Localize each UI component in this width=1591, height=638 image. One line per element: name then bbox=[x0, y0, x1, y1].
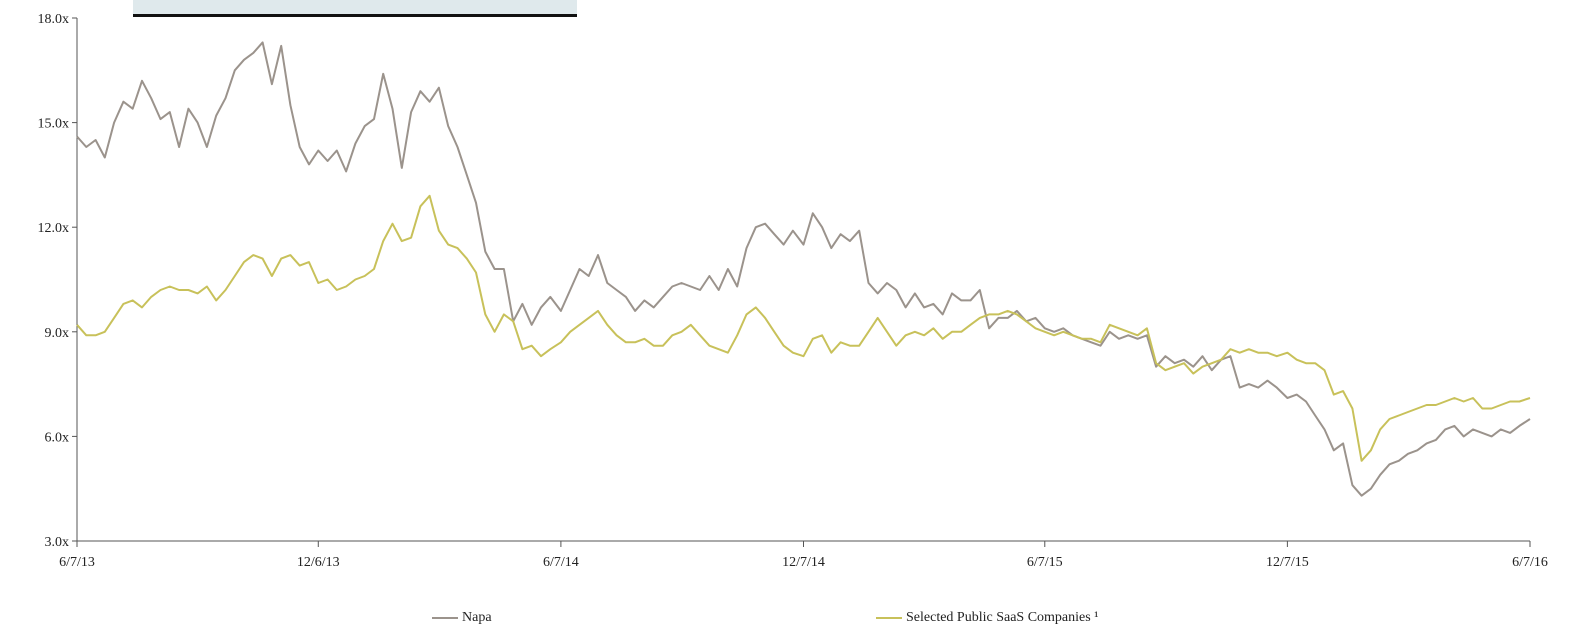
chart-series bbox=[76, 41, 1531, 497]
x-tick-label: 6/7/15 bbox=[1027, 555, 1063, 570]
legend-swatch-saas bbox=[876, 617, 902, 619]
legend-label-saas: Selected Public SaaS Companies ¹ bbox=[906, 610, 1099, 625]
series-line-saas bbox=[76, 194, 1531, 462]
y-tick-label: 9.0x bbox=[45, 326, 70, 341]
x-tick-label: 12/7/14 bbox=[782, 555, 825, 570]
x-tick-label: 12/6/13 bbox=[297, 555, 340, 570]
x-tick-label: 6/7/13 bbox=[59, 555, 95, 570]
y-tick-label: 12.0x bbox=[38, 221, 70, 236]
y-tick-label: 15.0x bbox=[38, 117, 70, 132]
legend-swatch-napa bbox=[432, 617, 458, 619]
legend-label-napa: Napa bbox=[462, 610, 492, 625]
x-tick-label: 12/7/15 bbox=[1266, 555, 1309, 570]
legend-item-saas: Selected Public SaaS Companies ¹ bbox=[876, 608, 1098, 628]
x-tick-label: 6/7/14 bbox=[543, 555, 579, 570]
title-banner bbox=[133, 0, 577, 17]
y-tick-label: 6.0x bbox=[45, 430, 70, 445]
y-tick-label: 18.0x bbox=[38, 12, 70, 27]
series-line-napa bbox=[76, 41, 1531, 497]
line-chart: 3.0x 6.0x 9.0x 12.0x 15.0x 18.0x 6/7/13 12/6/13… bbox=[38, 12, 1548, 570]
x-tick-label: 6/7/16 bbox=[1512, 555, 1548, 570]
legend-item-napa: Napa bbox=[432, 608, 492, 628]
y-tick-label: 3.0x bbox=[45, 535, 70, 550]
chart-axes: 3.0x 6.0x 9.0x 12.0x 15.0x 18.0x 6/7/13 12/6/13… bbox=[38, 12, 1548, 570]
